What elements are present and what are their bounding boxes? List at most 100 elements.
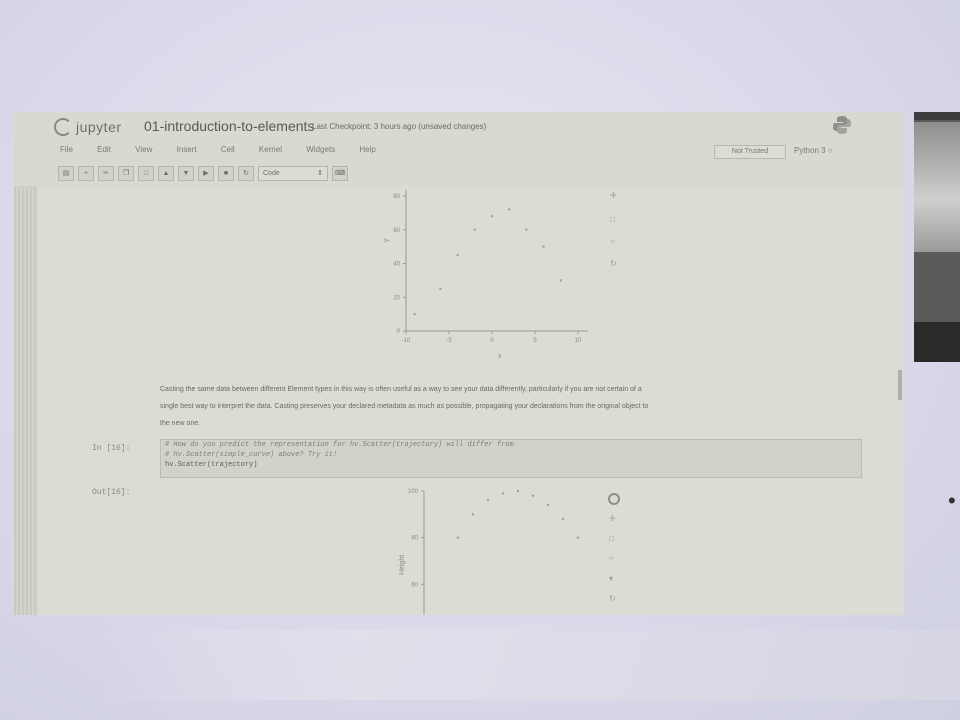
menu-insert[interactable]: Insert [176, 145, 197, 154]
save-button[interactable]: ▤ [58, 166, 74, 181]
python-logo-icon [833, 116, 851, 134]
cut-icon: ✂ [103, 170, 109, 177]
plot2-ytick-label: 100 [408, 489, 419, 495]
cell-type-select[interactable]: Code ⇕ [258, 166, 328, 181]
scatter-plot-1: y x 0 20 40 60 80 -10 -5 0 5 10 ✛ □ ○ ↻ [383, 190, 617, 360]
plot2-toolbar[interactable]: ✛ □ ○ ▾ ↻ [608, 493, 620, 603]
menu-widgets[interactable]: Widgets [306, 145, 336, 154]
notebook-content[interactable]: y x 0 20 40 60 80 -10 -5 0 5 10 ✛ □ ○ ↻ Casting … [38, 186, 904, 615]
chevron-down-icon: ⇕ [317, 170, 323, 177]
plot2-ytick-label: 60 [411, 582, 418, 588]
cut-button[interactable]: ✂ [98, 166, 114, 181]
plot2-point [576, 536, 580, 539]
menu-kernel[interactable]: Kernel [258, 145, 282, 154]
jupyter-logo-icon [54, 118, 72, 136]
input-prompt: In [16]: [92, 444, 131, 453]
menu-cell[interactable]: Cell [220, 145, 235, 154]
plot1-ytick-label: 20 [393, 295, 400, 301]
plot2-point [501, 492, 505, 495]
notebook-left-gutter [14, 186, 38, 615]
jupyter-notebook-window: jupyter 01-introduction-to-elements Last… [14, 112, 904, 615]
pan-icon: ✛ [610, 191, 617, 200]
plot1-ylabel: y [383, 238, 390, 242]
paste-icon: □ [143, 170, 149, 177]
plot1-xtick-label: 5 [533, 338, 537, 344]
plot1-point [413, 312, 416, 316]
kernel-name: Python 3 [794, 146, 826, 155]
menu-bar: File Edit View Insert Cell Kernel Widget… [60, 145, 398, 154]
arrow-up-icon: ▲ [162, 170, 170, 177]
kernel-indicator: Python 3 ○ [794, 146, 833, 155]
step-forward-icon: ▶ [203, 170, 209, 177]
pan-icon: ✛ [609, 514, 616, 523]
plot1-point [559, 279, 562, 282]
plot1-toolbar[interactable]: ✛ □ ○ ↻ [610, 191, 617, 268]
plot1-xtick-label: -5 [446, 338, 452, 344]
plot2-point [546, 503, 550, 507]
slide-background [0, 0, 960, 112]
command-palette-button[interactable]: ⌨ [332, 166, 348, 181]
plot1-xlabel: x [498, 353, 502, 360]
reset-icon: ↻ [610, 259, 617, 268]
plot1-xtick-label: -10 [402, 338, 411, 344]
thumbnail-top-bar [914, 112, 960, 120]
plot2-point [486, 499, 490, 502]
plot1-ytick-label: 0 [397, 329, 401, 335]
arrow-down-icon: ▼ [182, 170, 190, 177]
wheel-zoom-icon: ○ [610, 237, 615, 246]
copy-icon: ❐ [122, 170, 130, 177]
plot2-point [456, 536, 460, 539]
vertical-scrollbar[interactable] [898, 370, 902, 400]
menu-edit[interactable]: Edit [97, 145, 111, 154]
scatter-plot-2: Height 100 80 60 ✛ □ ○ ▾ ↻ [399, 489, 620, 615]
thumbnail-dark-band [914, 322, 960, 362]
insert-cell-button[interactable]: + [78, 166, 94, 181]
save-icon: ▤ [62, 170, 70, 177]
paste-button[interactable]: □ [138, 166, 154, 181]
bokeh-logo-icon [608, 493, 620, 505]
notebook-header: jupyter 01-introduction-to-elements Last… [14, 112, 904, 186]
trusted-indicator[interactable]: Not Trusted [714, 145, 786, 159]
plot1-point [456, 253, 459, 257]
jupyter-logo[interactable]: jupyter [54, 118, 122, 136]
kernel-status-icon: ○ [827, 146, 833, 155]
move-up-button[interactable]: ▲ [158, 166, 174, 181]
plot1-point [525, 228, 528, 231]
stop-icon: ■ [223, 170, 229, 177]
run-button[interactable]: ▶ [198, 166, 214, 181]
plot1-xtick-label: 0 [490, 338, 494, 344]
notebook-title[interactable]: 01-introduction-to-elements [144, 118, 315, 134]
checkpoint-status: Last Checkpoint: 3 hours ago (unsaved ch… [312, 122, 487, 131]
plot1-point [542, 245, 545, 248]
box-zoom-icon: □ [610, 215, 615, 224]
box-zoom-icon: □ [609, 534, 614, 543]
plot1-ytick-label: 40 [393, 262, 400, 268]
plot2-ylabel: Height [399, 555, 406, 575]
interrupt-button[interactable]: ■ [218, 166, 234, 181]
code-cell-input[interactable]: # How do you predict the representation … [160, 439, 862, 478]
markdown-cell[interactable]: Casting the same data between different … [160, 381, 855, 432]
wheel-zoom-icon: ○ [609, 554, 614, 563]
plot1-point [439, 287, 442, 291]
copy-button[interactable]: ❐ [118, 166, 134, 181]
menu-file[interactable]: File [60, 145, 73, 154]
plot2-ytick-label: 80 [411, 536, 418, 542]
restart-button[interactable]: ↻ [238, 166, 254, 181]
restart-icon: ↻ [243, 170, 249, 177]
plot1-ytick-label: 80 [393, 194, 400, 200]
partial-glyph: • [948, 488, 956, 513]
output-prompt: Out[16]: [92, 488, 131, 497]
side-video-thumbnail [914, 112, 960, 362]
save-plot-icon: ▾ [609, 574, 613, 583]
plot1-point [490, 215, 494, 218]
plot1-ytick-label: 60 [393, 228, 400, 234]
code-line: hv.Scatter(trajectory) [165, 461, 258, 469]
reset-icon: ↻ [609, 594, 616, 603]
thumbnail-image [914, 122, 960, 252]
menu-help[interactable]: Help [359, 145, 376, 154]
plot2-point [531, 494, 535, 497]
notebook-toolbar: ▤ + ✂ ❐ □ ▲ ▼ ▶ ■ ↻ Code ⇕ ⌨ [58, 166, 348, 181]
menu-view[interactable]: View [135, 145, 153, 154]
move-down-button[interactable]: ▼ [178, 166, 194, 181]
markdown-line: the new one. [160, 420, 201, 427]
